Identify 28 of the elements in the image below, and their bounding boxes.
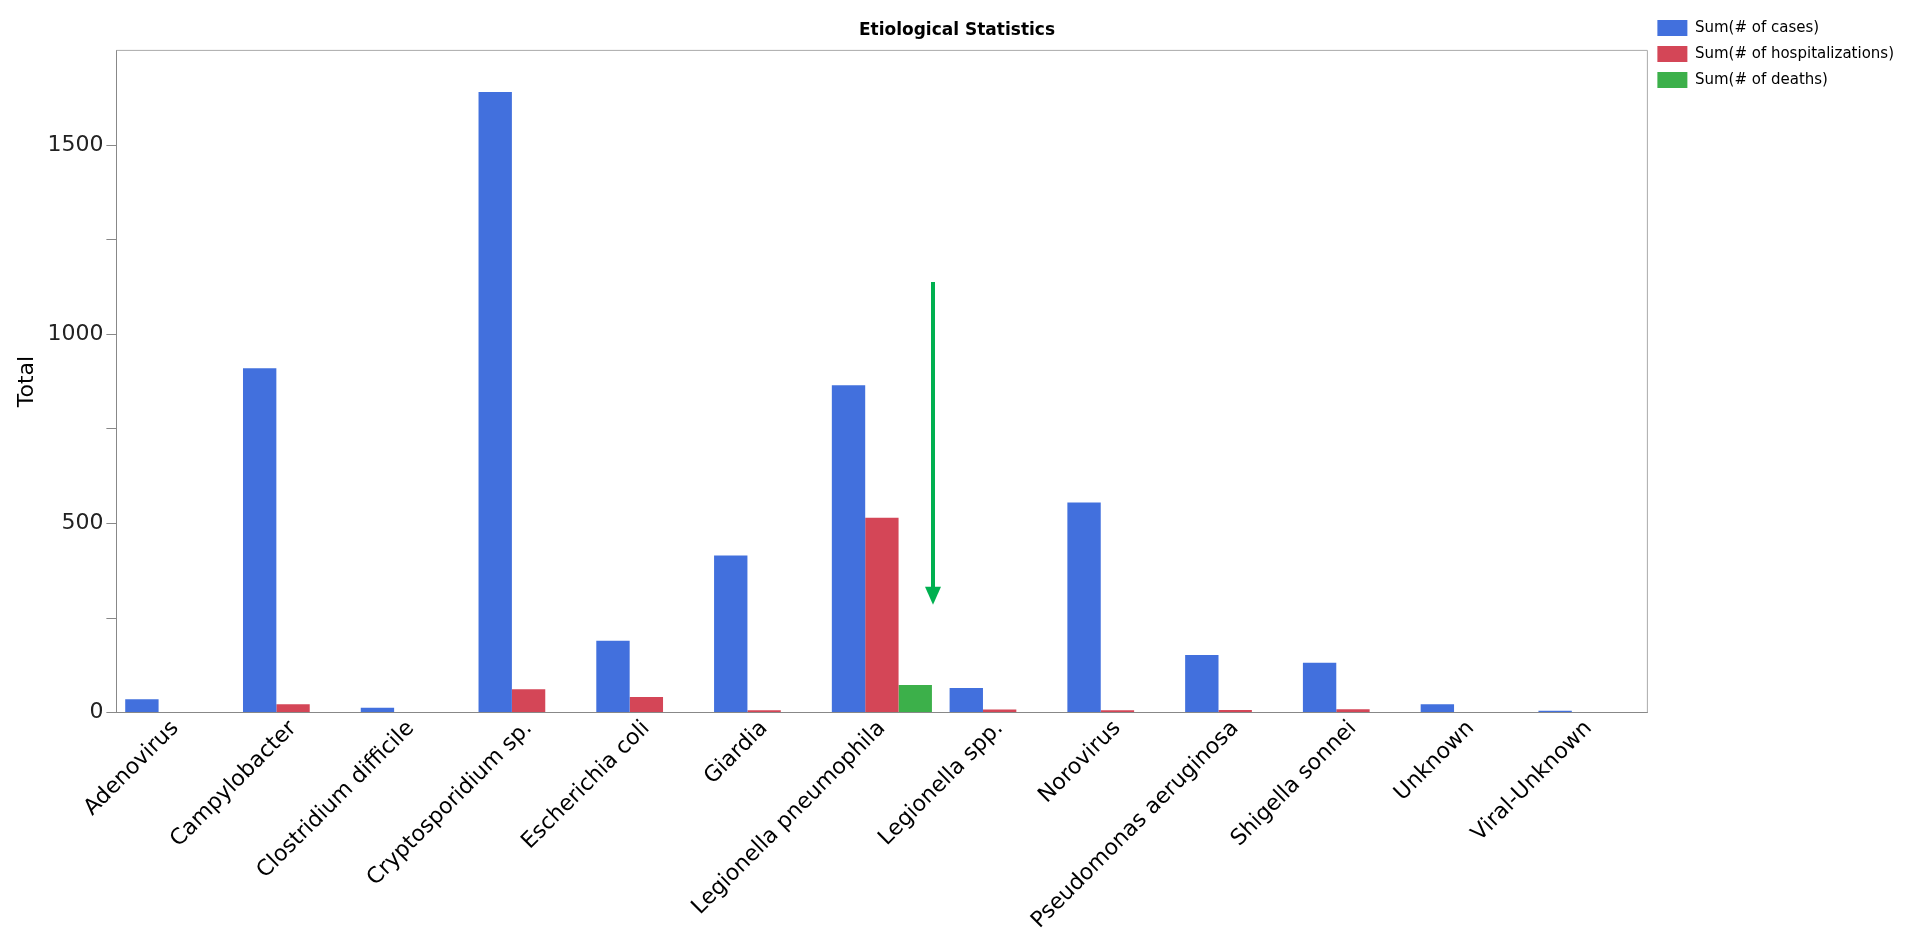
legend-label: Sum(# of hospitalizations)	[1694, 43, 1895, 62]
bar	[276, 704, 310, 713]
bar	[1067, 502, 1101, 713]
bar	[125, 699, 159, 713]
bar	[478, 92, 512, 713]
bar	[865, 517, 899, 713]
legend-label: Sum(# of deaths)	[1694, 69, 1828, 88]
bar	[714, 555, 748, 713]
bar	[898, 684, 932, 713]
y-axis-title: Total	[12, 355, 38, 409]
bar	[1218, 709, 1252, 713]
bar	[596, 640, 630, 713]
y-tick-label: 1000	[47, 319, 104, 345]
bar	[629, 697, 664, 713]
bar	[242, 368, 277, 713]
bar	[1336, 709, 1370, 713]
bar	[949, 688, 983, 713]
legend-label: Sum(# of cases)	[1694, 17, 1820, 36]
y-tick-label: 0	[89, 698, 104, 724]
bar	[360, 707, 395, 713]
bar	[1302, 662, 1337, 713]
bar	[511, 689, 546, 713]
bar	[1185, 655, 1219, 713]
bar	[1420, 704, 1455, 713]
chart-title: Etiological Statistics	[858, 18, 1056, 39]
bar	[831, 385, 866, 713]
y-tick-label: 500	[61, 509, 104, 535]
y-tick-label: 1500	[47, 130, 104, 156]
